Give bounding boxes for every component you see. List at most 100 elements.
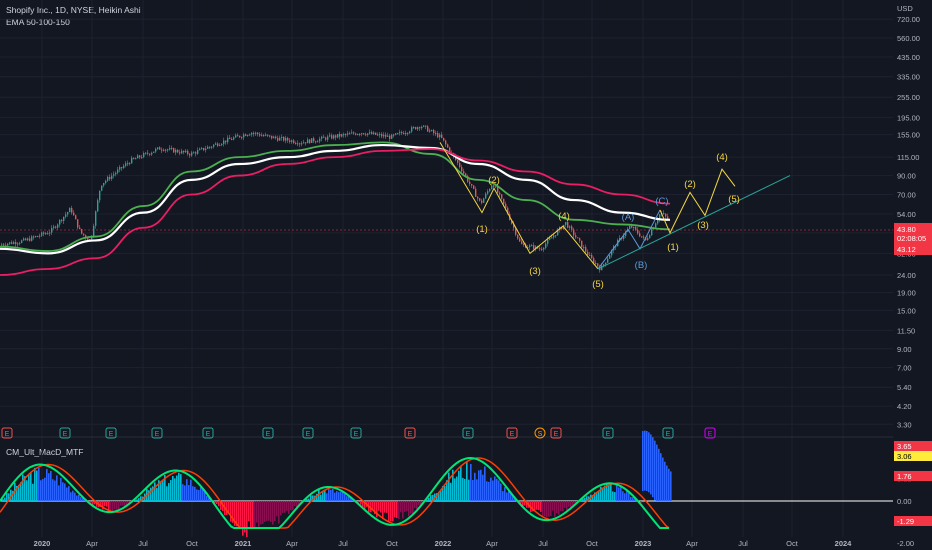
candle — [311, 138, 313, 143]
ema-indicator-label[interactable]: EMA 50-100-150 — [6, 17, 70, 27]
macd-axis[interactable]: 3.000.00-2.003.653.061.76-1.29 — [894, 441, 932, 548]
macd-histogram-bar — [562, 501, 564, 512]
candle — [77, 219, 79, 228]
earnings-marker[interactable]: E — [151, 427, 163, 439]
macd-histogram-bar — [182, 484, 184, 501]
candle — [3, 244, 5, 246]
macd-histogram-bar — [214, 501, 216, 504]
earnings-badge[interactable] — [704, 427, 716, 439]
candle — [401, 132, 403, 134]
earnings-badge[interactable] — [506, 427, 518, 439]
macd-histogram-bar — [560, 501, 562, 512]
macd-histogram-bar — [202, 488, 204, 501]
macd-histogram-bar — [324, 490, 326, 501]
earnings-badge[interactable] — [1, 427, 13, 439]
candle — [383, 134, 385, 137]
split-marker[interactable]: S — [534, 427, 546, 439]
bar-countdown: 02:08:05 — [897, 234, 926, 243]
earnings-marker[interactable]: E — [59, 427, 71, 439]
candle — [7, 243, 9, 246]
earnings-badge[interactable] — [462, 427, 474, 439]
candle — [369, 132, 371, 134]
macd-histogram-bar — [94, 501, 96, 505]
macd-histogram-bar — [118, 501, 120, 511]
candle — [245, 134, 247, 136]
candle — [201, 147, 203, 149]
candle — [57, 224, 59, 228]
macd-histogram-bar — [186, 479, 188, 501]
chart-title[interactable]: Shopify Inc., 1D, NYSE, Heikin Ashi — [6, 5, 141, 15]
currency-label: USD — [897, 4, 913, 13]
price-axis[interactable]: USD 720.00 560.00 435.00 335.00 255.00 195.00 1… — [894, 4, 932, 429]
earnings-badge[interactable] — [302, 427, 314, 439]
wave-label: (2) — [488, 175, 500, 186]
elliott-waves[interactable]: (1) (2) (3) (4) (5) (1) (2) (3) (4) (5) (A) (B) (C) — [439, 142, 791, 290]
earnings-badge[interactable] — [550, 427, 562, 439]
earnings-badge[interactable] — [404, 427, 416, 439]
earnings-marker[interactable]: E — [550, 427, 562, 439]
macd-indicator-label[interactable]: CM_Ult_MacD_MTF — [6, 447, 84, 457]
candle — [25, 238, 27, 241]
event-marker-label: E — [354, 431, 359, 438]
macd-histogram-bar — [624, 493, 626, 501]
macd-pane — [0, 430, 893, 538]
candle — [257, 132, 259, 135]
candle — [507, 207, 509, 215]
earnings-marker[interactable]: E — [506, 427, 518, 439]
earnings-marker[interactable]: E — [350, 427, 362, 439]
candle — [291, 140, 293, 142]
earnings-badge[interactable] — [602, 427, 614, 439]
earnings-marker[interactable]: E — [262, 427, 274, 439]
macd-histogram-bar — [476, 479, 478, 501]
macd-histogram-bar — [572, 501, 574, 506]
macd-histogram-bar — [52, 479, 54, 501]
earnings-badge[interactable] — [662, 427, 674, 439]
candle — [303, 142, 305, 144]
candle — [591, 254, 593, 259]
macd-histogram-bar — [342, 492, 344, 501]
macd-histogram-bar — [606, 484, 608, 501]
earnings-badge[interactable] — [59, 427, 71, 439]
candle — [197, 150, 199, 154]
earnings-marker[interactable]: E — [202, 427, 214, 439]
candle — [335, 135, 337, 138]
earnings-marker[interactable]: E — [704, 427, 716, 439]
macd-histogram-bar — [360, 501, 362, 505]
price-tick-label: 24.00 — [897, 271, 916, 280]
macd-histogram-bar — [446, 480, 448, 501]
macd-histogram-bar — [20, 482, 22, 501]
earnings-marker[interactable]: E — [602, 427, 614, 439]
candle — [233, 137, 235, 140]
candle — [441, 134, 443, 138]
candle — [443, 137, 445, 141]
earnings-badge[interactable] — [262, 427, 274, 439]
earnings-marker[interactable]: E — [1, 427, 13, 439]
time-axis-label: Jul — [138, 539, 148, 548]
earnings-badge[interactable] — [350, 427, 362, 439]
earnings-marker[interactable]: E — [662, 427, 674, 439]
candle — [161, 149, 163, 151]
time-axis-label: 2024 — [835, 539, 853, 548]
candle — [203, 147, 205, 151]
candle — [33, 236, 35, 238]
macd-histogram-bar — [72, 490, 74, 501]
macd-histogram-bar — [328, 489, 330, 501]
earnings-marker[interactable]: E — [462, 427, 474, 439]
earnings-marker[interactable]: E — [302, 427, 314, 439]
macd-histogram-bar — [494, 476, 496, 501]
macd-histogram-bar — [254, 501, 256, 528]
earnings-badge[interactable] — [105, 427, 117, 439]
earnings-marker[interactable]: E — [105, 427, 117, 439]
candle — [635, 227, 637, 230]
time-axis[interactable]: 2020 Apr Jul Oct 2021 Apr Jul Oct 2022 Apr Jul Oct 2… — [34, 539, 853, 548]
earnings-badge[interactable] — [151, 427, 163, 439]
split-badge[interactable] — [534, 427, 546, 439]
time-axis-label: Oct — [586, 539, 599, 548]
earnings-marker[interactable]: E — [404, 427, 416, 439]
earnings-badge[interactable] — [202, 427, 214, 439]
macd-histogram-bar — [270, 501, 272, 522]
macd-histogram-bar — [622, 491, 624, 501]
macd-histogram-bar — [442, 486, 444, 501]
